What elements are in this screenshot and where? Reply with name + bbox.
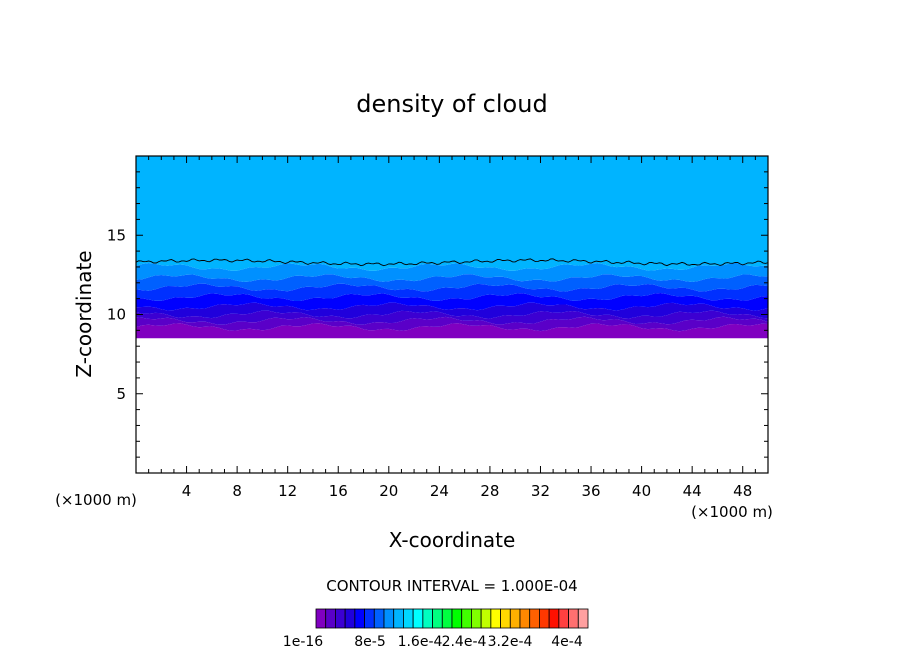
x-unit-right: (×1000 m) [691, 503, 773, 521]
colorbar-swatch [471, 608, 482, 629]
contour-band-5 [136, 283, 768, 301]
x-unit-left: (×1000 m) [55, 491, 137, 509]
colorbar-swatch [558, 608, 569, 629]
colorbar-swatch [432, 608, 443, 629]
colorbar-swatch [422, 608, 433, 629]
x-tick-label: 8 [232, 482, 242, 500]
x-tick-label: 16 [329, 482, 348, 500]
colorbar-label: 1.6e-4 [398, 634, 443, 650]
colorbar-swatch [539, 608, 550, 629]
y-tick-label: 15 [107, 226, 126, 244]
contour-line [135, 258, 769, 267]
y-axis-label: Z-coordinate [72, 250, 96, 377]
colorbar-swatch [344, 608, 356, 629]
colorbar-label: 3.2e-4 [488, 634, 533, 650]
colorbar-swatch [529, 608, 540, 629]
contour-band-4 [136, 293, 768, 311]
colorbar-swatch [383, 608, 395, 629]
colorbar-swatch [315, 608, 327, 629]
colorbar-swatch [354, 608, 365, 629]
colorbar-swatch [335, 608, 346, 629]
colorbar-label: 4e-4 [551, 634, 583, 650]
colorbar-swatch [548, 608, 560, 629]
contour-band-8 [136, 156, 768, 271]
x-axis-label: X-coordinate [389, 528, 516, 552]
x-tick-label: 40 [632, 482, 651, 500]
colorbar-label: 1e-16 [283, 634, 323, 650]
colorbar: 1e-16 8e-5 1.6e-4 2.4e-4 3.2e-4 4e-4 [283, 608, 589, 650]
colorbar-label: 8e-5 [354, 634, 385, 650]
contour-band-0 [136, 323, 768, 339]
colorbar-swatch [577, 608, 589, 629]
colorbar-swatch [364, 608, 375, 629]
plot-area [135, 156, 769, 339]
colorbar-swatch [412, 608, 424, 629]
colorbar-label: 2.4e-4 [442, 634, 487, 650]
colorbar-swatch [461, 608, 472, 629]
colorbar-swatch [403, 608, 414, 629]
x-tick-label: 4 [182, 482, 192, 500]
y-tick-label: 10 [107, 306, 126, 324]
x-tick-label: 32 [531, 482, 550, 500]
x-tick-label: 44 [683, 482, 702, 500]
x-tick-label: 28 [480, 482, 499, 500]
y-tick-label: 5 [116, 385, 126, 403]
colorbar-swatch [568, 608, 579, 629]
colorbar-swatch [325, 608, 336, 629]
contour-band-2 [136, 310, 768, 325]
colorbar-swatch [480, 608, 492, 629]
contour-band-1 [136, 316, 768, 332]
colorbar-swatch [509, 608, 521, 629]
contour-band-7 [136, 262, 768, 282]
colorbar-swatch [441, 608, 453, 629]
x-tick-label: 48 [733, 482, 752, 500]
contour-band-3 [136, 302, 768, 319]
contour-interval-label: CONTOUR INTERVAL = 1.000E-04 [326, 577, 577, 595]
chart-title: density of cloud [356, 90, 547, 118]
colorbar-swatch [393, 608, 404, 629]
colorbar-swatch [373, 608, 385, 629]
colorbar-swatch [490, 608, 501, 629]
x-tick-label: 20 [379, 482, 398, 500]
colorbar-swatch [451, 608, 463, 629]
x-tick-label: 24 [430, 482, 449, 500]
x-tick-label: 36 [581, 482, 600, 500]
x-tick-label: 12 [278, 482, 297, 500]
contour-band-6 [136, 274, 768, 292]
colorbar-swatch [500, 608, 511, 629]
colorbar-swatch [519, 608, 531, 629]
